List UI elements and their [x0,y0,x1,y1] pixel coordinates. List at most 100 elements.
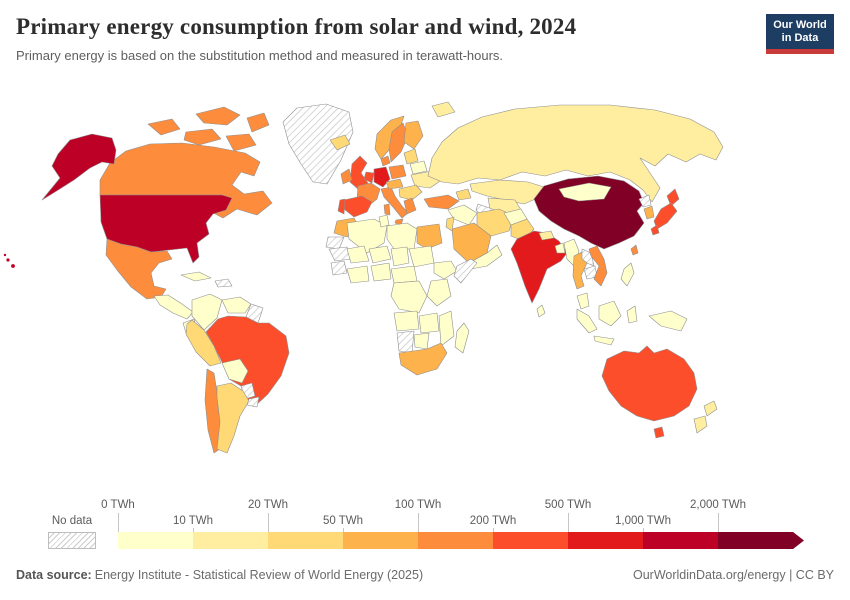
legend-tick-label[interactable]: 1,000 TWh [614,515,672,527]
country-south-africa[interactable] [398,342,448,376]
legend-tick-label[interactable]: 50 TWh [322,515,364,527]
country-sudan[interactable] [408,245,435,268]
country-baltics[interactable] [403,148,419,165]
country-balkans[interactable] [398,184,423,201]
country-new-guinea[interactable] [648,310,688,332]
country-namibia[interactable] [396,330,415,354]
country-chad[interactable] [390,246,410,267]
country-vietnam[interactable] [588,245,608,287]
country-tasmania[interactable] [653,426,665,439]
legend-tick-label[interactable]: 200 TWh [469,515,517,527]
country-madagascar[interactable] [454,322,470,354]
country-north-korea[interactable] [638,194,652,208]
country-australia[interactable] [601,345,698,422]
country-arctic-islands[interactable] [183,128,222,146]
country-china[interactable] [533,175,645,250]
country-hawaii[interactable] [3,253,7,257]
country-belarus[interactable] [409,160,428,175]
country-cuba[interactable] [180,271,212,282]
country-libya[interactable] [386,222,418,250]
country-hawaii[interactable] [11,264,15,268]
country-finland[interactable] [403,120,424,150]
country-niger[interactable] [368,245,392,264]
country-japan[interactable] [650,224,660,236]
country-east-africa[interactable] [426,278,452,307]
country-netherlands-belgium[interactable] [363,171,375,184]
country-egypt[interactable] [416,223,443,250]
legend-tick-label[interactable]: 10 TWh [172,515,214,527]
country-western-sahara[interactable] [325,236,345,250]
country-denmark[interactable] [380,155,391,167]
country-venezuela[interactable] [221,296,252,314]
country-new-zealand[interactable] [693,415,708,434]
legend-segment[interactable] [718,532,793,549]
legend-segment[interactable] [568,532,643,549]
country-indonesia-borneo[interactable] [598,300,622,327]
country-nepal[interactable] [538,230,555,241]
country-south-korea[interactable] [643,205,655,220]
country-kazakhstan[interactable] [469,179,545,205]
country-hawaii[interactable] [6,258,10,262]
country-central-africa[interactable] [390,265,418,284]
country-russia[interactable] [427,104,724,203]
country-arctic-islands[interactable] [246,112,270,133]
country-poland[interactable] [388,164,407,180]
legend-segment[interactable] [418,532,493,549]
legend-segment[interactable] [343,532,418,549]
country-malaysia[interactable] [576,292,590,310]
country-uruguay[interactable] [246,396,260,408]
country-italy[interactable] [380,186,409,226]
country-nigeria[interactable] [370,262,392,282]
country-indonesia-java[interactable] [593,335,615,346]
country-alaska[interactable] [41,133,117,201]
country-greenland[interactable] [282,103,354,185]
country-algeria[interactable] [346,218,388,254]
country-arctic-islands[interactable] [225,133,257,152]
country-hispaniola[interactable] [214,278,233,288]
country-mozambique[interactable] [438,310,455,347]
country-bolivia[interactable] [221,358,249,384]
country-ireland[interactable] [340,168,353,185]
country-portugal[interactable] [337,198,346,215]
country-arctic-islands-russia[interactable] [431,101,456,118]
country-peru[interactable] [185,319,222,367]
country-jordan-israel[interactable] [445,216,455,232]
country-sweden[interactable] [388,122,409,163]
country-india[interactable] [510,230,568,304]
country-mexico[interactable] [105,238,173,300]
country-central-america[interactable] [153,294,194,320]
country-japan[interactable] [653,202,678,230]
country-dr-congo[interactable] [390,280,428,314]
country-colombia[interactable] [191,293,223,331]
country-spain[interactable] [343,195,373,218]
legend-tick-label[interactable]: 100 TWh [394,499,442,511]
country-tunisia[interactable] [378,214,390,228]
legend-tick-label[interactable]: 0 TWh [101,499,135,511]
country-caucasus[interactable] [455,188,472,201]
footer-link[interactable]: OurWorldinData.org/energy | CC BY [632,568,834,582]
legend-segment[interactable] [118,532,193,549]
country-zambia-zimbabwe[interactable] [418,312,440,334]
country-sri-lanka[interactable] [536,304,546,318]
legend-tick-label[interactable]: 500 TWh [544,499,592,511]
country-somalia[interactable] [453,258,478,284]
country-angola[interactable] [393,310,420,332]
country-arctic-islands[interactable] [195,106,241,126]
legend-segment[interactable] [643,532,718,549]
country-ethiopia[interactable] [433,260,458,280]
country-central-europe[interactable] [385,178,404,190]
legend-no-data-swatch[interactable] [48,532,96,549]
country-indonesia-sulawesi[interactable] [626,305,638,324]
country-taiwan[interactable] [630,244,639,256]
country-mali[interactable] [346,245,370,264]
legend-tick-label[interactable]: 2,000 TWh [689,499,747,511]
country-mongolia[interactable] [558,182,612,202]
country-greece[interactable] [403,197,417,215]
country-iceland[interactable] [329,134,351,151]
country-new-zealand[interactable] [703,400,718,417]
legend-segment[interactable] [193,532,268,549]
country-bangladesh[interactable] [554,242,566,254]
country-philippines[interactable] [620,262,635,287]
legend-segment[interactable] [268,532,343,549]
country-japan[interactable] [666,188,680,207]
